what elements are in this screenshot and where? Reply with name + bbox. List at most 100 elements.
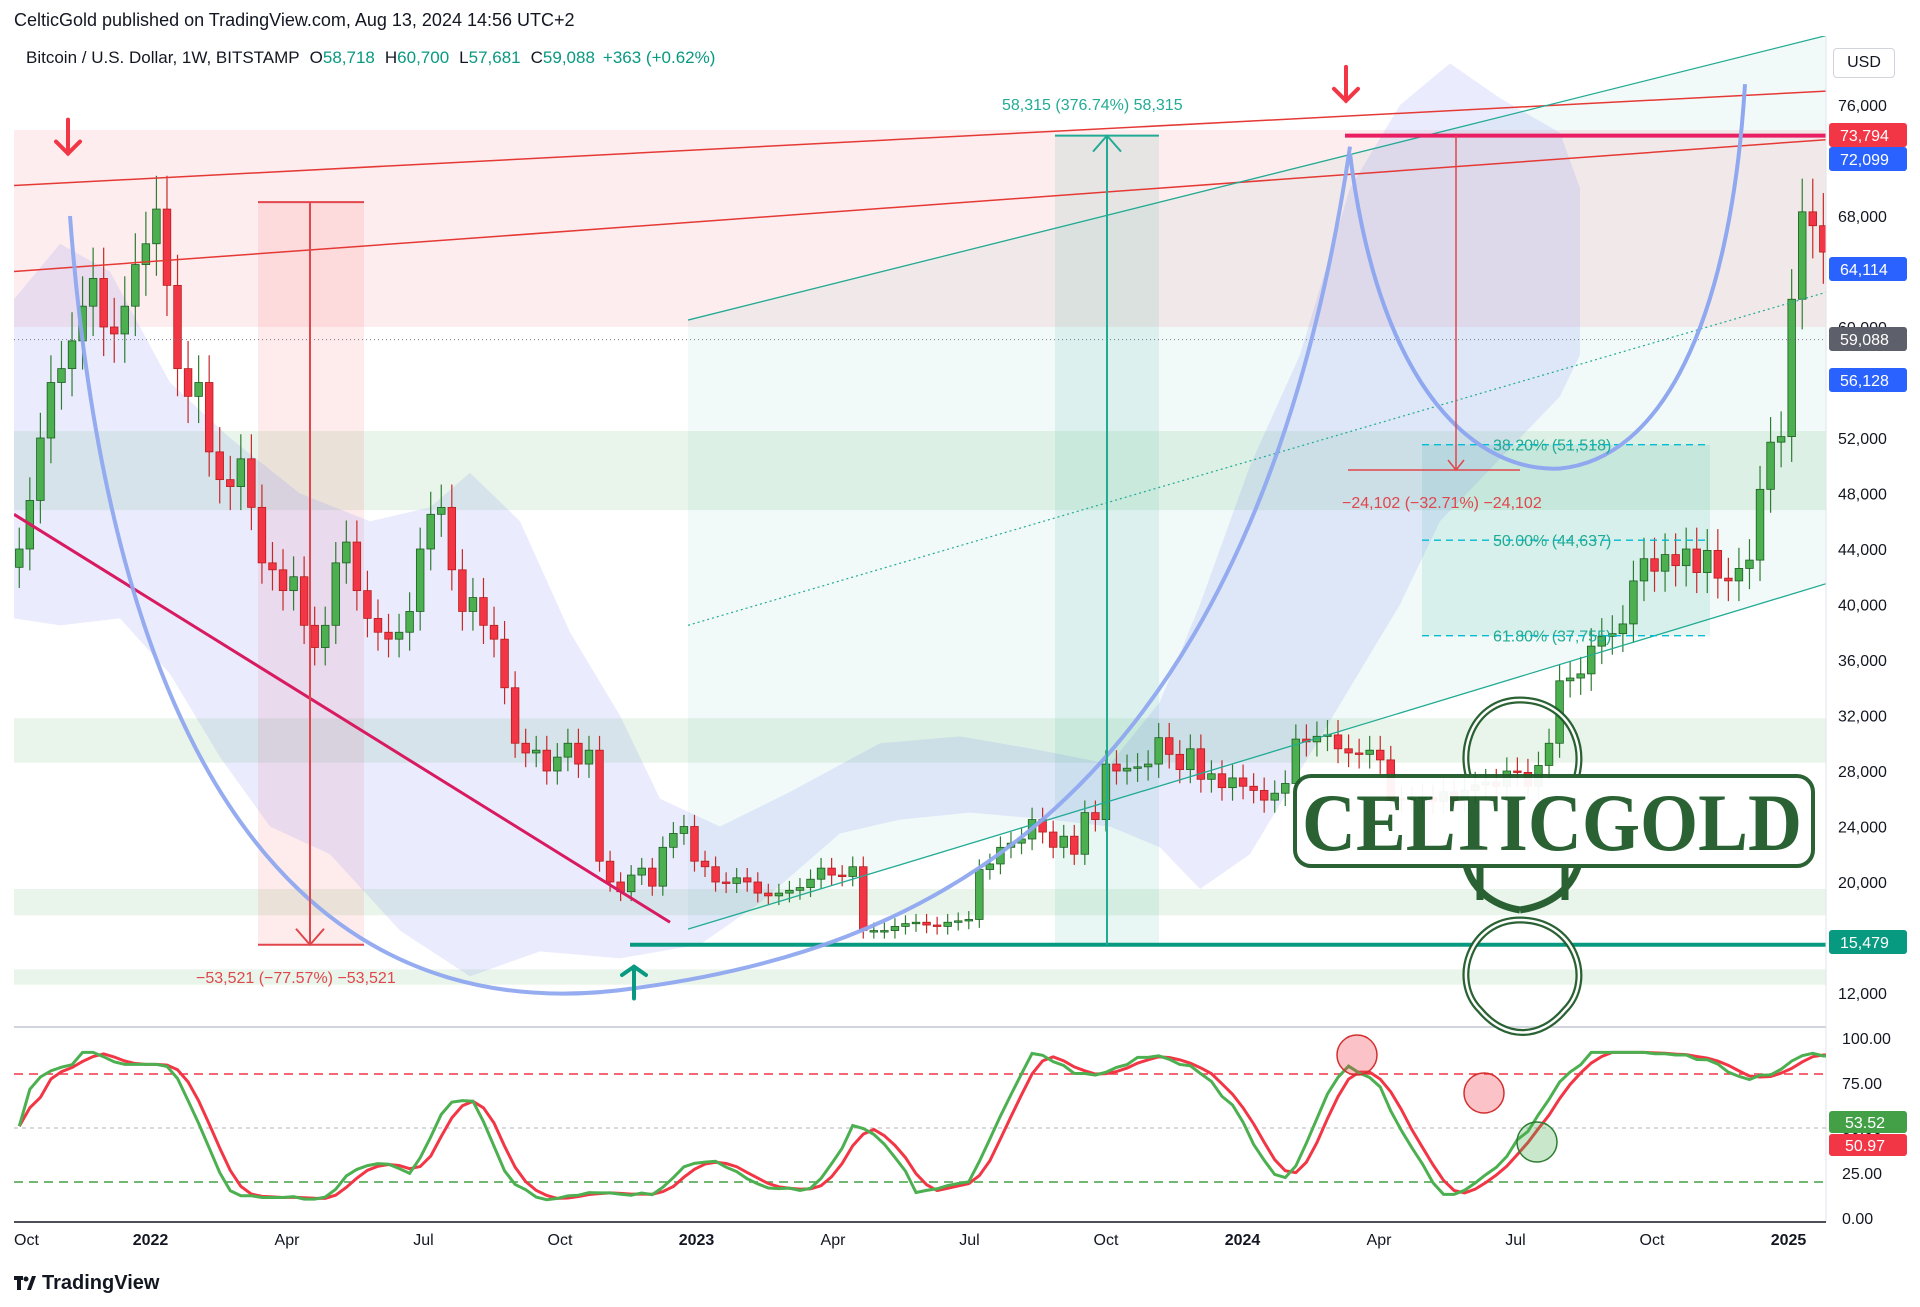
candle bbox=[1165, 722, 1174, 769]
candle bbox=[257, 484, 267, 584]
candle bbox=[595, 735, 604, 872]
candle bbox=[479, 577, 488, 645]
candle-body bbox=[363, 590, 372, 619]
correction-measure-label: −24,102 (−32.71%) −24,102 bbox=[1342, 495, 1542, 512]
candle-body bbox=[510, 687, 520, 744]
candle-body bbox=[932, 924, 942, 927]
change-value: +363 (+0.62%) bbox=[602, 48, 716, 67]
tradingview-brand[interactable]: TradingView bbox=[14, 1272, 159, 1295]
candle-body bbox=[827, 867, 836, 876]
candle-body bbox=[1734, 568, 1744, 582]
price-tick-label: 36,000 bbox=[1838, 653, 1887, 670]
open-value: 58,718 bbox=[322, 48, 375, 67]
candle bbox=[437, 484, 446, 537]
candle-body bbox=[1597, 636, 1606, 647]
candle-body bbox=[1565, 677, 1575, 682]
candle bbox=[363, 570, 372, 638]
high-value: 60,700 bbox=[397, 48, 450, 67]
candle bbox=[1597, 618, 1606, 665]
candle-body bbox=[1281, 783, 1290, 794]
candle-body bbox=[194, 382, 203, 397]
candle bbox=[1154, 722, 1163, 778]
candle-body bbox=[795, 887, 805, 891]
candle-body bbox=[880, 930, 889, 933]
candle bbox=[415, 527, 425, 631]
candle-body bbox=[1618, 623, 1628, 635]
bottom-arrow-icon bbox=[620, 964, 648, 1001]
candle bbox=[1281, 770, 1290, 807]
candle bbox=[890, 918, 900, 939]
candle bbox=[1070, 824, 1079, 865]
candle bbox=[1376, 735, 1385, 774]
candle bbox=[721, 872, 731, 894]
candle-body bbox=[1175, 753, 1184, 771]
candle bbox=[131, 233, 140, 337]
candle-body bbox=[1660, 554, 1670, 572]
candle bbox=[489, 606, 499, 658]
candle-body bbox=[88, 278, 98, 307]
candle-body bbox=[268, 562, 277, 571]
rally-arrow bbox=[1092, 134, 1122, 153]
candle-body bbox=[1639, 558, 1649, 582]
candle bbox=[299, 556, 309, 645]
candle-body bbox=[215, 451, 224, 481]
candle-body bbox=[1798, 211, 1807, 300]
candle bbox=[1143, 750, 1153, 781]
candle-body bbox=[1059, 835, 1068, 848]
correction-arrow bbox=[1447, 459, 1465, 472]
time-tick-label: Jul bbox=[959, 1232, 979, 1249]
currency-selector[interactable]: USD bbox=[1833, 48, 1895, 78]
candle bbox=[964, 911, 973, 930]
time-tick-label: Jul bbox=[1505, 1232, 1525, 1249]
svg-text:64,114: 64,114 bbox=[1840, 262, 1888, 279]
candle-body bbox=[690, 826, 699, 862]
candle-body bbox=[1576, 673, 1585, 679]
candle-body bbox=[257, 506, 267, 564]
candle bbox=[1576, 656, 1585, 695]
candle-body bbox=[658, 846, 668, 887]
time-axis[interactable]: Oct 2022 Apr Jul Oct 2023 Apr Jul Oct 2024 Apr Jul O… bbox=[14, 1232, 1806, 1249]
candle bbox=[1196, 734, 1206, 793]
candle-body bbox=[911, 921, 921, 925]
candle-body bbox=[352, 541, 362, 592]
candle bbox=[880, 922, 889, 939]
channel-fill bbox=[688, 36, 1826, 930]
candle-body bbox=[785, 889, 794, 894]
candle bbox=[563, 728, 573, 772]
candle-body bbox=[542, 749, 551, 772]
candle bbox=[236, 434, 246, 511]
candle bbox=[247, 434, 256, 531]
candle-body bbox=[120, 305, 129, 335]
svg-text:15,479: 15,479 bbox=[1840, 935, 1889, 952]
candle bbox=[510, 671, 520, 758]
candle bbox=[711, 856, 720, 892]
candle bbox=[321, 606, 330, 666]
candle-body bbox=[1544, 742, 1554, 766]
candle-body bbox=[479, 597, 488, 626]
candle-body bbox=[869, 930, 879, 933]
volatility-envelope bbox=[14, 63, 1580, 977]
candle bbox=[859, 856, 868, 939]
candle bbox=[574, 728, 583, 778]
candle-body bbox=[1745, 559, 1754, 569]
candle bbox=[1101, 750, 1111, 832]
price-axis[interactable]: 12,00016,00020,00024,00028,00032,00036,0… bbox=[1838, 98, 1887, 1003]
candle bbox=[521, 728, 530, 768]
stoch-d-line bbox=[17, 1050, 1826, 1200]
candle bbox=[426, 491, 435, 571]
candle-body bbox=[1650, 558, 1659, 572]
candle-body bbox=[521, 742, 530, 754]
candle-body bbox=[310, 624, 319, 648]
candle bbox=[1724, 557, 1733, 602]
price-tick-label: 44,000 bbox=[1838, 542, 1887, 559]
candle bbox=[1133, 753, 1142, 782]
candle bbox=[943, 913, 952, 935]
candle-body bbox=[1830, 194, 1838, 252]
candle-body bbox=[67, 340, 77, 370]
fib-38-label: 38.20% (51,518) bbox=[1493, 438, 1611, 455]
symbol-name[interactable]: Bitcoin / U.S. Dollar, 1W, BITSTAMP bbox=[26, 48, 300, 67]
svg-text:CELTICGOLD: CELTICGOLD bbox=[1302, 777, 1802, 868]
price-tick-label: 28,000 bbox=[1838, 764, 1887, 781]
candle-body bbox=[1070, 835, 1079, 855]
